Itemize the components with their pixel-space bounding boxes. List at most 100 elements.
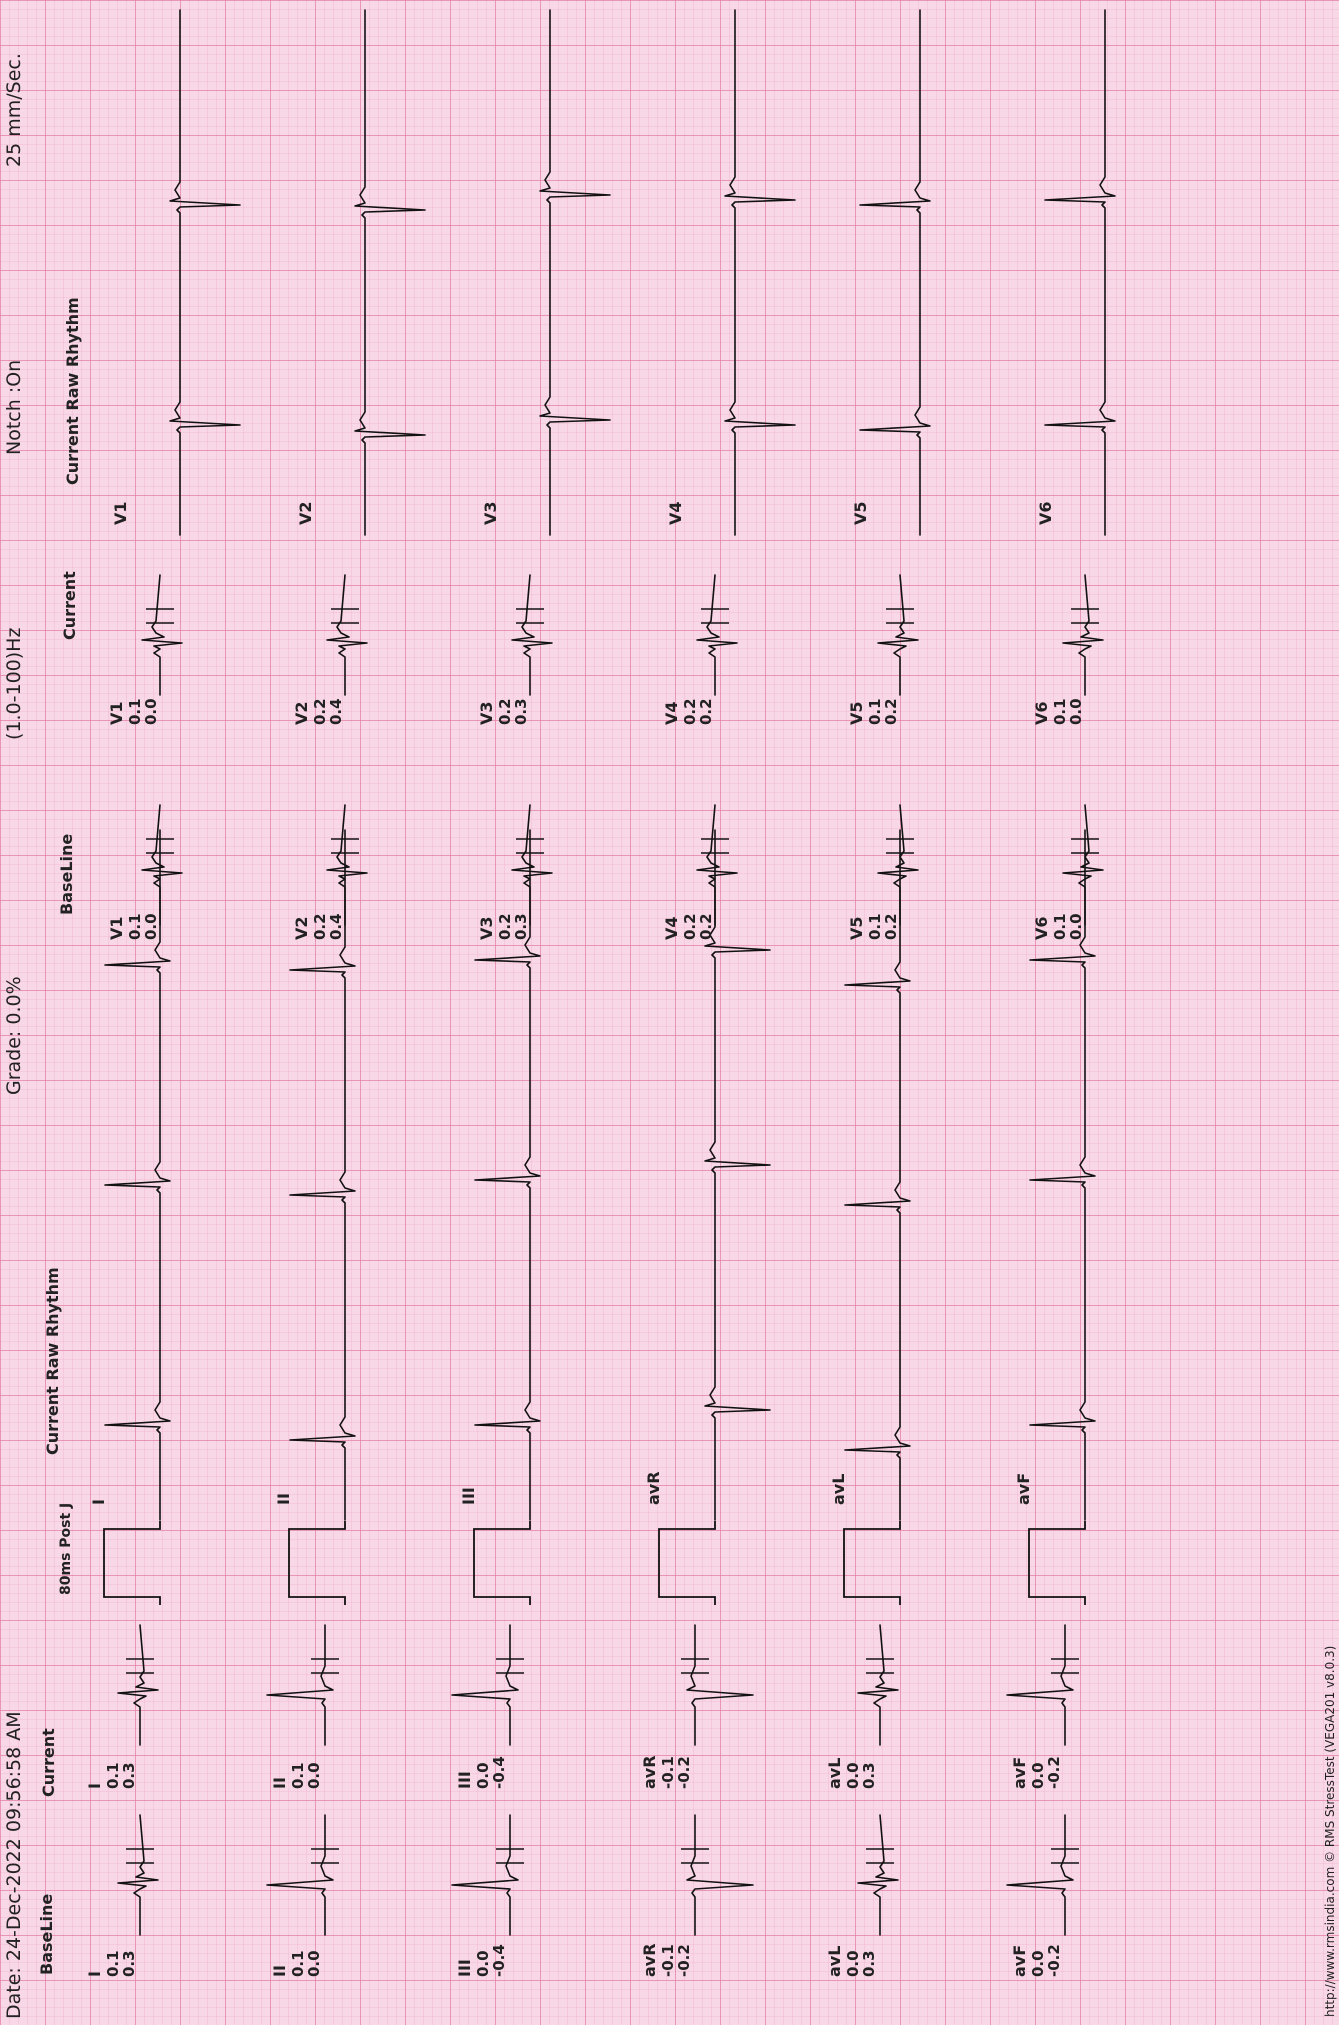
limb-rhythm-lead-name: avR (644, 1471, 663, 1505)
averaged-complex (511, 574, 553, 696)
rhythm-strip (354, 9, 426, 536)
rhythm-strip (474, 829, 541, 1521)
chest-baseline-lead-name: V1 (107, 916, 126, 940)
limb-current-value-2: -0.4 (490, 1756, 508, 1789)
limb-rhythm-lead-name: II (274, 1493, 293, 1505)
averaged-complex (1062, 574, 1104, 696)
limb-baseline-title: BaseLine (37, 1894, 56, 1975)
limb-baseline-value-2: -0.2 (1045, 1944, 1063, 1977)
rhythm-strip (104, 829, 171, 1521)
rhythm-strip (724, 9, 796, 536)
chest-rhythm-lead-name: V2 (296, 501, 315, 525)
chest-current-value-2: 0.4 (327, 698, 345, 725)
chest-baseline-value-2: 0.0 (1067, 913, 1085, 940)
limb-current-value-2: -0.2 (1045, 1756, 1063, 1789)
averaged-complex (857, 1624, 899, 1746)
chest-rhythm-lead-name: V3 (481, 501, 500, 525)
chest-current-lead-name: V5 (847, 701, 866, 725)
averaged-complex (511, 804, 553, 926)
chest-baseline-value-1: 0.2 (496, 913, 514, 940)
limb-baseline-value-1: -0.1 (659, 1944, 677, 1977)
rhythm-strip (1044, 9, 1116, 536)
limb-current-lead-name: avF (1010, 1757, 1029, 1789)
chest-current-lead-name: V4 (662, 701, 681, 725)
chest-current-value-2: 0.0 (1067, 698, 1085, 725)
rhythm-strip (169, 9, 241, 536)
limb-current-lead-name: avR (640, 1755, 659, 1789)
limb-current-value-1: 0.0 (1029, 1762, 1047, 1789)
speed-label: 25 mm/Sec. (3, 53, 25, 167)
chest-current-value-1: 0.2 (496, 698, 514, 725)
limb-current-value-1: 0.1 (104, 1762, 122, 1789)
limb-baseline-lead-name: I (85, 1971, 104, 1977)
rhythm-strip (1029, 829, 1096, 1521)
chest-baseline-value-1: 0.1 (866, 913, 884, 940)
averaged-complex (686, 1624, 754, 1746)
limb-current-value-2: 0.0 (305, 1762, 323, 1789)
chest-current-lead-name: V3 (477, 701, 496, 725)
averaged-complex (857, 1814, 899, 1936)
chest-current-value-1: 0.1 (866, 698, 884, 725)
chest-baseline-value-2: 0.3 (512, 913, 530, 940)
ecg-traces (103, 9, 1116, 1936)
rhythm-strip (539, 9, 611, 536)
rhythm-strip (289, 829, 356, 1521)
chest-rhythm-lead-name: V6 (1036, 501, 1055, 525)
chest-current-lead-name: V6 (1032, 701, 1051, 725)
averaged-complex (141, 574, 183, 696)
limb-current-lead-name: I (85, 1783, 104, 1789)
chest-baseline-value-1: 0.2 (681, 913, 699, 940)
limb-post-j-title: 80ms Post J (58, 1503, 74, 1595)
date-label: Date: 24-Dec-2022 09:56:58 AM (3, 1711, 25, 2019)
limb-baseline-value-1: 0.1 (289, 1950, 307, 1977)
chest-baseline-lead-name: V3 (477, 916, 496, 940)
chest-baseline-value-2: 0.2 (882, 913, 900, 940)
chest-baseline-lead-name: V5 (847, 916, 866, 940)
chest-current-value-2: 0.3 (512, 698, 530, 725)
averaged-complex (326, 804, 368, 926)
calibration-pulse (1028, 1521, 1086, 1605)
limb-current-value-1: -0.1 (659, 1756, 677, 1789)
averaged-complex (696, 574, 738, 696)
limb-baseline-lead-name: avR (640, 1943, 659, 1977)
chest-current-value-2: 0.2 (882, 698, 900, 725)
limb-current-lead-name: avL (825, 1758, 844, 1789)
chest-baseline-value-2: 0.0 (142, 913, 160, 940)
averaged-complex (117, 1624, 159, 1746)
averaged-complex (451, 1624, 519, 1746)
limb-baseline-value-2: 0.3 (120, 1950, 138, 1977)
averaged-complex (451, 1814, 519, 1936)
calibration-pulse (473, 1521, 531, 1605)
calibration-pulse (288, 1521, 346, 1605)
limb-baseline-value-2: 0.0 (305, 1950, 323, 1977)
limb-baseline-lead-name: avL (825, 1946, 844, 1977)
calibration-pulse (658, 1521, 716, 1605)
averaged-complex (877, 574, 919, 696)
chest-current-title: Current (60, 571, 79, 640)
rhythm-strip (844, 829, 911, 1521)
limb-baseline-value-1: 0.0 (844, 1950, 862, 1977)
grade-label: Grade: 0.0% (3, 976, 25, 1095)
chest-current-lead-name: V2 (292, 701, 311, 725)
chest-baseline-title: BaseLine (57, 834, 76, 915)
chest-current-value-1: 0.2 (681, 698, 699, 725)
averaged-complex (1062, 804, 1104, 926)
averaged-complex (117, 1814, 159, 1936)
calibration-pulse (103, 1521, 161, 1605)
lead-labels: I 0.10.3 II 0.10.0 III 0.0-0.4 avR -0.1-0.2 avL 0… (85, 501, 1085, 1977)
chest-rhythm-title: Current Raw Rhythm (63, 297, 82, 485)
calibration-pulse (843, 1521, 901, 1605)
limb-baseline-value-1: 0.0 (1029, 1950, 1047, 1977)
limb-rhythm-lead-name: avF (1014, 1473, 1033, 1505)
averaged-complex (141, 804, 183, 926)
chest-baseline-value-2: 0.2 (697, 913, 715, 940)
chest-rhythm-lead-name: V1 (111, 501, 130, 525)
filter-label: (1.0-100)Hz (3, 628, 25, 740)
limb-current-value-1: 0.0 (474, 1762, 492, 1789)
chest-baseline-value-2: 0.4 (327, 913, 345, 940)
averaged-complex (696, 804, 738, 926)
limb-rhythm-lead-name: avL (829, 1474, 848, 1505)
limb-baseline-value-2: -0.2 (675, 1944, 693, 1977)
notch-label: Notch :On (3, 360, 25, 455)
